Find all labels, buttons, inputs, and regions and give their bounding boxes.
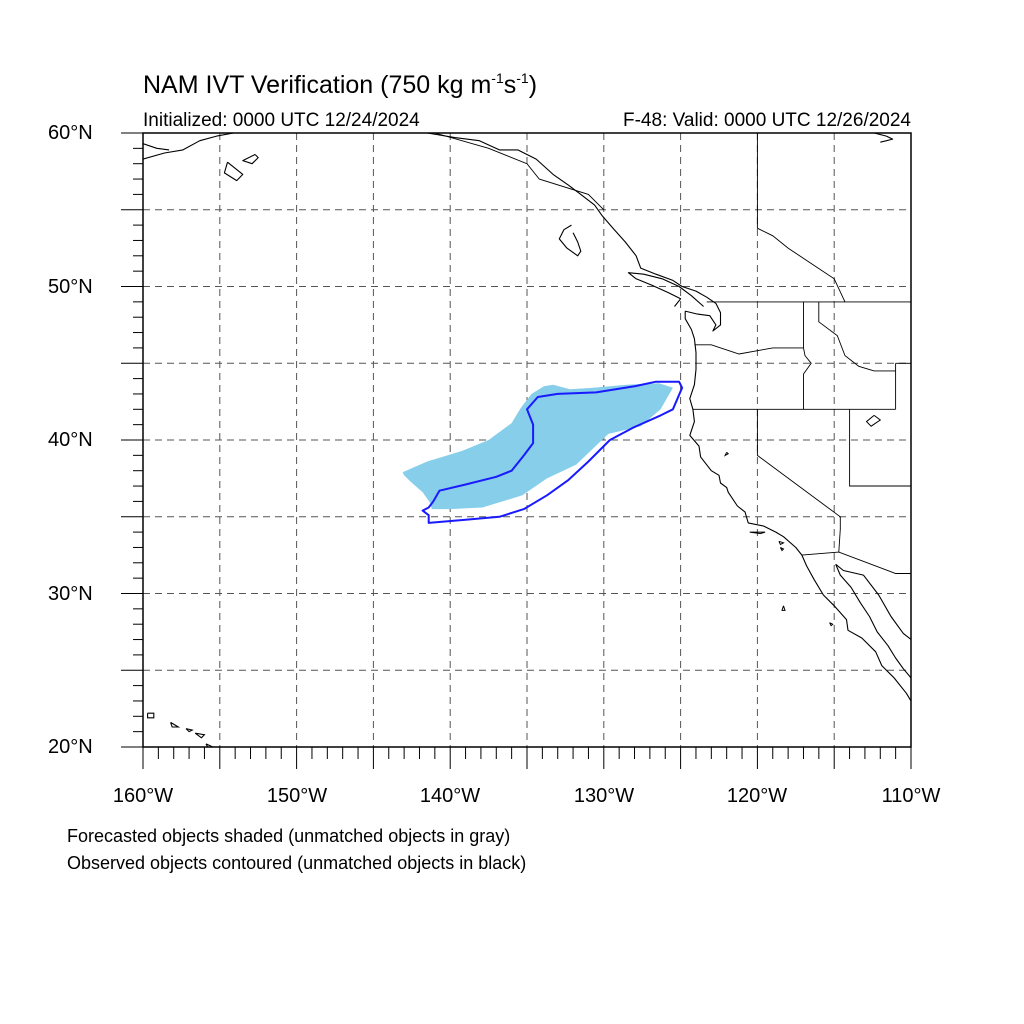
lake [723, 451, 730, 457]
coastline [873, 133, 894, 143]
plot-frame [142, 132, 912, 748]
island [781, 605, 786, 611]
island [829, 622, 834, 627]
hawaii-island [205, 743, 215, 747]
observed-objects [421, 380, 684, 524]
hawaii-island [170, 721, 181, 728]
political-border [803, 301, 812, 410]
forecast-objects [402, 383, 673, 510]
geography [143, 133, 911, 747]
lat-label-50n: 50°N [48, 276, 93, 298]
title-unit-s: s [503, 71, 517, 99]
grid-lines [143, 133, 911, 747]
observed-ivt-contour [421, 380, 684, 524]
hawaii-island [147, 712, 155, 719]
political-border [801, 551, 911, 574]
coastline [684, 311, 911, 702]
coastline [427, 133, 722, 332]
political-border [694, 344, 804, 355]
coastline [835, 564, 911, 679]
axis-ticks [121, 132, 912, 769]
coastline [143, 133, 234, 160]
valid-time-label: F-48: Valid: 0000 UTC 12/26/2024 [623, 110, 911, 131]
island [749, 531, 766, 535]
footnote-forecast: Forecasted objects shaded (unmatched obj… [67, 826, 511, 846]
political-border [849, 409, 911, 487]
lake [865, 414, 882, 427]
lon-label-160w: 160°W [112, 785, 174, 807]
lat-label-20n: 20°N [48, 736, 93, 758]
lon-label-120w: 120°W [726, 785, 788, 807]
forecast-ivt-object [402, 383, 673, 510]
lat-label-30n: 30°N [48, 583, 93, 605]
footnote-observed: Observed objects contoured (unmatched ob… [67, 853, 527, 873]
coastline [143, 143, 170, 151]
coastline [627, 272, 704, 307]
coastline [242, 154, 259, 165]
hawaii-island [194, 732, 206, 739]
lon-label-140w: 140°W [419, 785, 481, 807]
political-border [818, 301, 896, 372]
title-text: NAM IVT Verification (750 kg m [143, 71, 492, 99]
island [779, 547, 785, 552]
lon-label-150w: 150°W [266, 785, 328, 807]
title-close-paren: ) [528, 71, 538, 99]
coastline [835, 563, 911, 640]
title-exponent-1: -1 [491, 70, 504, 86]
lon-label-130w: 130°W [573, 785, 635, 807]
hawaii-island [185, 728, 194, 733]
political-border [756, 409, 841, 553]
map-title: NAM IVT Verification (750 kg m-1s-1) [143, 70, 537, 100]
political-border [756, 133, 846, 303]
coastline [223, 161, 244, 182]
lat-label-40n: 40°N [48, 429, 93, 451]
coastline [558, 224, 582, 257]
lon-label-110w: 110°W [881, 785, 941, 807]
lat-label-60n: 60°N [48, 122, 93, 144]
title-exponent-2: -1 [516, 70, 529, 86]
political-border [434, 133, 605, 211]
island [778, 540, 785, 546]
initialized-label: Initialized: 0000 UTC 12/24/2024 [143, 110, 420, 131]
